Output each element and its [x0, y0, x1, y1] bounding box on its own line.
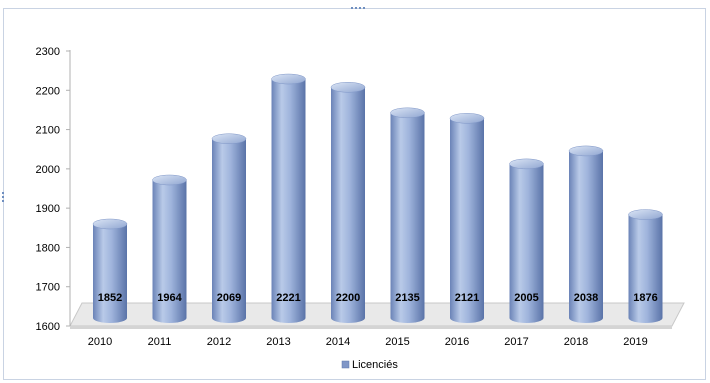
y-tick-label: 2100	[36, 125, 60, 137]
x-tick-label: 2019	[623, 336, 647, 348]
x-axis: 2010 2011 2012 2013 2014 2015 2016 2017 2018 2019	[88, 336, 648, 348]
bar-body	[93, 224, 127, 323]
bar-cap	[211, 133, 247, 144]
x-tick-label: 2017	[504, 336, 528, 348]
x-tick-label: 2018	[564, 336, 588, 348]
bar-body	[569, 150, 603, 323]
bar: 2135	[390, 107, 425, 324]
x-tick-label: 2014	[326, 336, 350, 348]
y-tick-label: 2200	[36, 85, 60, 97]
data-label: 1964	[157, 292, 182, 304]
data-label: 2121	[455, 292, 479, 304]
bar-cap	[92, 218, 128, 230]
bar-body	[390, 112, 425, 324]
legend: Licenciés	[341, 359, 398, 371]
chart-floor-edge	[70, 326, 672, 329]
bar-body	[212, 138, 246, 323]
data-label: 2200	[336, 292, 360, 304]
bar: 2038	[568, 145, 604, 323]
data-label: 2069	[217, 292, 241, 304]
bar-cap	[568, 145, 604, 157]
bar-body	[271, 79, 306, 324]
data-label: 2005	[514, 292, 538, 304]
bar: 2221	[271, 73, 306, 324]
data-label: 2135	[395, 292, 419, 304]
bar-cap	[628, 209, 663, 220]
y-tick-label: 2000	[36, 164, 60, 176]
bar: 2069	[211, 133, 247, 323]
x-tick-label: 2012	[207, 336, 231, 348]
bar-body	[331, 87, 365, 324]
y-tick-label: 2300	[36, 46, 60, 58]
bar-cap	[509, 158, 544, 170]
bar: 1876	[628, 209, 663, 324]
bar-series: 1852 1964 2069 2221 2200 2135 2121 2005 2038 1876	[92, 73, 663, 324]
bar-body	[628, 214, 663, 324]
bar-cap	[152, 174, 187, 186]
data-label: 2221	[276, 292, 300, 304]
x-tick-label: 2015	[385, 336, 409, 348]
bar-cap	[390, 107, 425, 119]
data-label: 2038	[574, 292, 598, 304]
y-axis: 1600 1700 1800 1900 2000 2100 2200 2300	[36, 46, 70, 333]
bar-cap	[271, 73, 306, 85]
resize-handle-left[interactable]	[2, 192, 4, 202]
bar: 1964	[152, 174, 187, 324]
bar-body	[509, 163, 544, 324]
x-tick-label: 2010	[88, 336, 112, 348]
y-tick-label: 1700	[36, 282, 60, 294]
bar: 2005	[509, 158, 544, 324]
x-tick-label: 2013	[266, 336, 290, 348]
bar: 2200	[330, 82, 366, 324]
data-label: 1876	[633, 292, 657, 304]
bar-body	[450, 118, 484, 323]
y-tick-label: 1900	[36, 203, 60, 215]
legend-swatch	[341, 360, 350, 369]
y-tick-label: 1800	[36, 242, 60, 254]
x-tick-label: 2011	[148, 336, 172, 348]
legend-label: Licenciés	[352, 359, 398, 371]
bar-body	[152, 180, 187, 324]
y-tick-label: 1600	[36, 321, 60, 333]
resize-handle-top[interactable]	[351, 7, 365, 9]
bar-cap	[449, 113, 485, 124]
bar: 2121	[449, 113, 485, 323]
x-tick-label: 2016	[445, 336, 469, 348]
bar: 1852	[92, 218, 128, 323]
data-label: 1852	[98, 292, 122, 304]
bar-cap	[330, 82, 366, 93]
